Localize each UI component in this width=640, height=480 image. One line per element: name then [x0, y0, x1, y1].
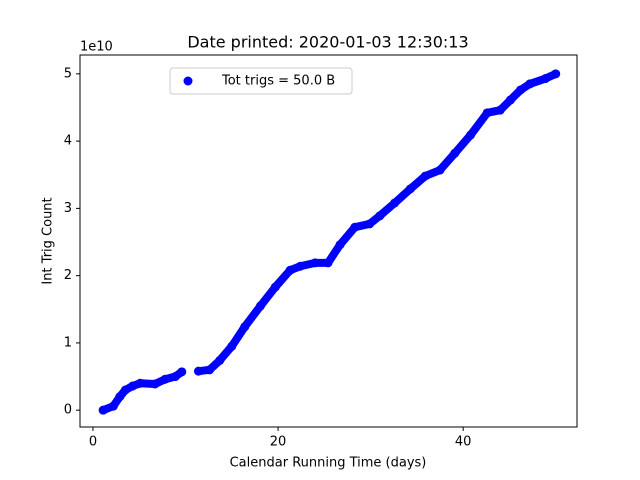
- x-axis-label: Calendar Running Time (days): [230, 456, 427, 471]
- x-tick-label: 20: [270, 435, 287, 450]
- y-axis-label: Int Trig Count: [41, 197, 56, 284]
- point: [98, 405, 108, 415]
- point: [150, 379, 160, 389]
- point: [435, 165, 445, 175]
- point: [335, 240, 345, 250]
- point: [482, 108, 492, 118]
- point: [285, 265, 295, 275]
- point: [270, 282, 280, 292]
- legend-box: [169, 67, 353, 95]
- point: [240, 322, 250, 332]
- y-tick-label: 0: [64, 403, 72, 418]
- y-tick-label: 1: [64, 335, 72, 350]
- point: [128, 381, 138, 391]
- point: [227, 341, 237, 351]
- point: [160, 374, 170, 384]
- plot-frame: [79, 54, 578, 428]
- point: [365, 219, 375, 229]
- point: [420, 171, 430, 181]
- point: [375, 211, 385, 221]
- y-tick-label: 3: [64, 201, 72, 216]
- x-tick-label: 0: [89, 435, 97, 450]
- point: [170, 372, 180, 382]
- point: [310, 258, 320, 268]
- y-tick-label: 5: [64, 66, 72, 81]
- legend-label: Tot trigs = 50.0 B: [221, 74, 335, 89]
- point: [323, 258, 333, 268]
- point: [390, 198, 400, 208]
- point: [135, 378, 145, 388]
- y-tick-label: 2: [64, 268, 72, 283]
- legend-marker: [183, 76, 193, 86]
- x-tick-label: 40: [455, 435, 472, 450]
- point: [350, 222, 360, 232]
- point: [120, 385, 130, 395]
- point: [193, 366, 203, 376]
- point: [295, 261, 305, 271]
- point: [551, 69, 561, 79]
- y-offset-label: 1e10: [80, 40, 113, 55]
- point: [505, 95, 515, 105]
- point: [516, 85, 526, 95]
- point: [108, 401, 118, 411]
- point: [177, 367, 187, 377]
- point: [115, 392, 125, 402]
- point: [405, 184, 415, 194]
- point: [495, 105, 505, 115]
- point: [525, 79, 535, 89]
- chart-title: Date printed: 2020-01-03 12:30:13: [187, 33, 468, 52]
- point: [466, 130, 476, 140]
- point: [450, 148, 460, 158]
- point: [255, 301, 265, 311]
- y-tick-label: 4: [64, 134, 72, 149]
- point: [541, 74, 551, 84]
- point: [215, 355, 225, 365]
- point: [205, 365, 215, 375]
